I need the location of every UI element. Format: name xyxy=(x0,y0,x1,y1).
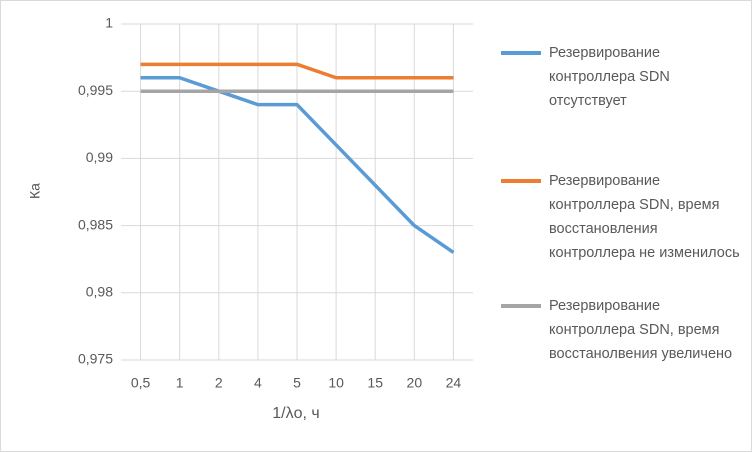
x-tick-label: 20 xyxy=(407,375,423,391)
x-tick-label: 2 xyxy=(215,375,223,391)
y-axis-label: Ка xyxy=(27,183,43,199)
series-line xyxy=(140,62,454,80)
x-axis-label: 1/λо, ч xyxy=(272,405,319,422)
series-line xyxy=(140,76,455,254)
legend-label: Резервирование контроллера SDN, время во… xyxy=(549,173,740,261)
x-tick-label: 15 xyxy=(367,375,383,391)
x-tick-label: 24 xyxy=(446,375,462,391)
x-tick-label: 10 xyxy=(328,375,344,391)
y-tick-label: 0,995 xyxy=(78,82,113,98)
x-tick-label: 5 xyxy=(293,375,301,391)
y-tick-label: 0,975 xyxy=(78,351,113,367)
legend-label: Резервирование контроллера SDN, время во… xyxy=(549,298,733,362)
legend-label: Резервирование контроллера SDN отсутству… xyxy=(549,45,670,109)
x-tick-label: 4 xyxy=(254,375,262,391)
y-tick-label: 0,99 xyxy=(86,149,113,165)
x-tick-label: 0,5 xyxy=(131,375,151,391)
y-tick-label: 0,985 xyxy=(78,216,113,232)
x-tick-label: 1 xyxy=(176,375,184,391)
y-tick-label: 1 xyxy=(105,15,113,31)
y-tick-label: 0,98 xyxy=(86,284,113,300)
